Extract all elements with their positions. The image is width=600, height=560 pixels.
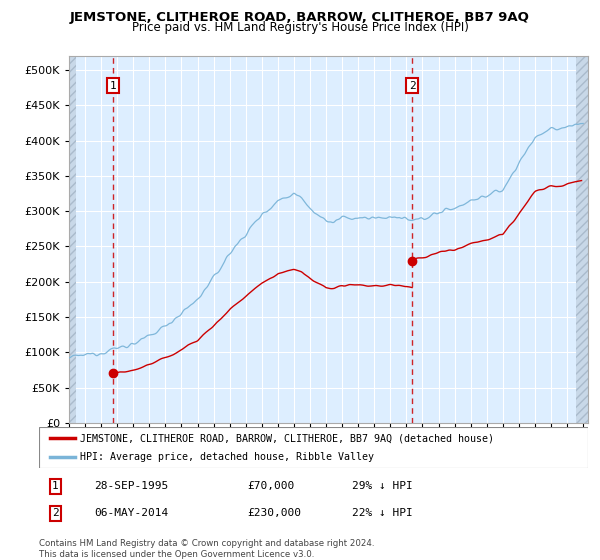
Text: 28-SEP-1995: 28-SEP-1995 (94, 481, 168, 491)
Text: HPI: Average price, detached house, Ribble Valley: HPI: Average price, detached house, Ribb… (80, 452, 374, 461)
Text: Contains HM Land Registry data © Crown copyright and database right 2024.
This d: Contains HM Land Registry data © Crown c… (39, 539, 374, 559)
Bar (576, 56, 592, 423)
Text: 06-MAY-2014: 06-MAY-2014 (94, 508, 168, 519)
Text: 2: 2 (409, 81, 415, 91)
Text: JEMSTONE, CLITHEROE ROAD, BARROW, CLITHEROE, BB7 9AQ: JEMSTONE, CLITHEROE ROAD, BARROW, CLITHE… (70, 11, 530, 24)
FancyBboxPatch shape (39, 427, 588, 468)
Text: £230,000: £230,000 (248, 508, 302, 519)
Text: JEMSTONE, CLITHEROE ROAD, BARROW, CLITHEROE, BB7 9AQ (detached house): JEMSTONE, CLITHEROE ROAD, BARROW, CLITHE… (80, 433, 494, 443)
Text: 1: 1 (52, 481, 59, 491)
Text: 1: 1 (110, 81, 116, 91)
Text: 2: 2 (52, 508, 59, 519)
Text: £70,000: £70,000 (248, 481, 295, 491)
Text: Price paid vs. HM Land Registry's House Price Index (HPI): Price paid vs. HM Land Registry's House … (131, 21, 469, 34)
Bar (69, 56, 76, 423)
Text: 22% ↓ HPI: 22% ↓ HPI (352, 508, 413, 519)
Text: 29% ↓ HPI: 29% ↓ HPI (352, 481, 413, 491)
